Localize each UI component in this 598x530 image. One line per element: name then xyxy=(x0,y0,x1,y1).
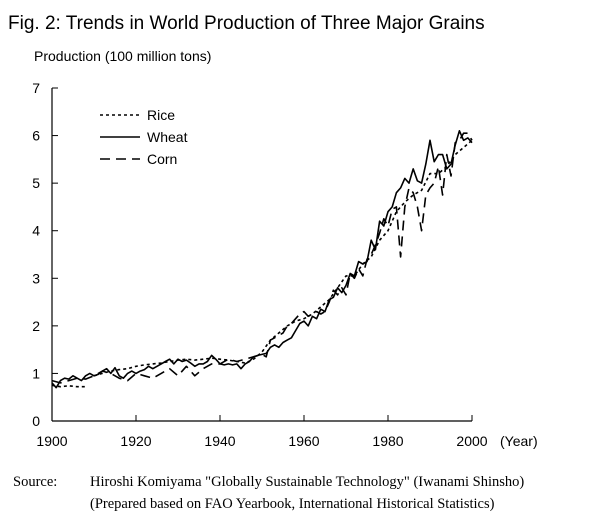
axes xyxy=(51,88,472,422)
y-tick-label: 1 xyxy=(32,365,40,381)
x-tick-label: 1900 xyxy=(36,433,67,449)
series-line-rice xyxy=(93,139,473,377)
legend-label-rice: Rice xyxy=(147,107,175,123)
y-tick-label: 7 xyxy=(32,80,40,96)
x-tick-label: 1940 xyxy=(204,433,235,449)
source-line-1: Hiroshi Komiyama "Globally Sustainable T… xyxy=(90,474,524,490)
x-axis-unit-label: (Year) xyxy=(500,433,538,449)
y-tick-label: 3 xyxy=(32,270,40,286)
y-tick-label: 6 xyxy=(32,128,40,144)
source-line-2: (Prepared based on FAO Yearbook, Interna… xyxy=(90,496,495,512)
series-line-corn xyxy=(51,132,473,384)
x-tick-label: 1980 xyxy=(372,433,403,449)
legend-label-corn: Corn xyxy=(147,151,177,167)
legend: Rice Wheat Corn xyxy=(100,107,188,167)
legend-label-wheat: Wheat xyxy=(147,129,188,145)
x-tick-label: 2000 xyxy=(456,433,487,449)
x-tick-label: 1960 xyxy=(288,433,319,449)
y-tick-label: 0 xyxy=(32,413,40,429)
chart-title: Fig. 2: Trends in World Production of Th… xyxy=(8,13,485,34)
source-label: Source: xyxy=(13,474,57,490)
y-tick-label: 2 xyxy=(32,318,40,334)
y-tick-label: 5 xyxy=(32,175,40,191)
y-tick-label: 4 xyxy=(32,223,40,239)
series-line-wheat xyxy=(51,130,473,389)
x-tick-label: 1920 xyxy=(120,433,151,449)
y-axis-label: Production (100 million tons) xyxy=(34,48,211,64)
ticks: 0 1 2 3 4 5 6 7 1900 1920 1940 1960 1980 2000 xyxy=(32,80,488,449)
series-layer xyxy=(51,130,473,389)
